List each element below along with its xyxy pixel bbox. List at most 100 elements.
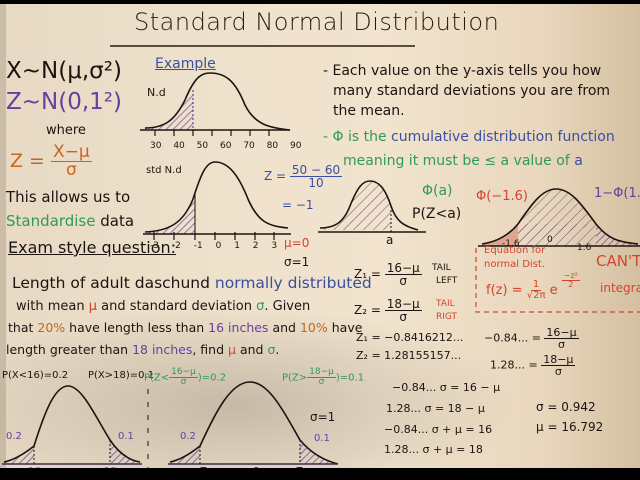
nd-ticks: 30 40 50 60 70 80 90 xyxy=(150,142,301,151)
note2-a: a xyxy=(574,153,583,169)
tick-18: 18 xyxy=(104,467,117,469)
tick-16: 16 xyxy=(28,467,41,469)
eq2: 1.28... = 18−μ σ xyxy=(490,353,576,377)
p-x-greater-18: P(X>18)=0.1 xyxy=(88,370,155,381)
pz-greater-open: P(Z> xyxy=(282,372,308,384)
working-line-b: 1.28... σ = 18 − μ xyxy=(386,402,485,415)
z1-lhs: Z₁ = xyxy=(354,267,381,281)
note1-line3: the mean. xyxy=(333,103,405,119)
question-line3: that 20% have length less than 16 inches… xyxy=(8,320,363,335)
p-z-less-a: P(Z<a) xyxy=(412,206,462,222)
pdf-num: 1 xyxy=(530,279,542,291)
x-distribution: X~N(μ,σ²) xyxy=(6,58,122,84)
left-tail2-0-2: 0.2 xyxy=(180,431,196,442)
tick-zero: 0 xyxy=(547,235,553,245)
eq2-lhs: 1.28... = xyxy=(490,358,538,372)
a-tick: a xyxy=(386,233,394,247)
q3-d: have xyxy=(331,320,363,335)
q4-sigma: σ xyxy=(267,342,276,357)
std-nd-label: std N.d xyxy=(146,165,182,176)
sigma-equals-one: σ=1 xyxy=(310,410,336,424)
p-z-greater-expr: P(Z> 18−μ σ )=0.1 xyxy=(282,368,364,387)
std-ticks: -3 -2 -1 0 1 2 3 xyxy=(150,242,277,251)
tail-curve xyxy=(478,188,640,247)
tick-1: 1 xyxy=(234,241,240,251)
tick-neg3: -3 xyxy=(150,241,159,251)
tick-z0: 0 xyxy=(253,467,259,469)
pz-less-den: σ xyxy=(180,377,187,387)
q1-b: normally distributed xyxy=(214,274,372,292)
equation-line2: normal Dist. xyxy=(484,259,546,270)
eq1: −0.84... = 16−μ σ xyxy=(484,327,579,350)
where-label: where xyxy=(46,123,86,138)
note2-line1: - Φ is the cumulative distribution funct… xyxy=(323,130,615,144)
q3-pct: 20% xyxy=(37,320,66,335)
tail-right-2: RIGT xyxy=(436,312,458,322)
z-formula-den: σ xyxy=(66,160,77,180)
whiteboard: Standard Normal Distribution X~N(μ,σ²) Z… xyxy=(0,4,640,468)
divider-dashed xyxy=(147,389,149,468)
pz-less-num: 16−μ xyxy=(169,367,198,378)
question-line1: Length of adult daschund normally distri… xyxy=(12,274,372,292)
z-formula-num: X−μ xyxy=(51,142,92,162)
tick-3: 3 xyxy=(271,241,278,251)
phi-neg-1-6: Φ(−1.6) xyxy=(476,189,528,204)
q4-a: length greater than xyxy=(6,342,129,357)
equation-box-border xyxy=(475,248,640,313)
q4-c: and xyxy=(239,342,264,357)
board-edge xyxy=(0,4,6,468)
q3-pct2: 10% xyxy=(299,320,328,335)
question-line2: with mean μ and standard deviation σ. Gi… xyxy=(16,300,310,313)
tail-right-1: TAIL xyxy=(436,299,455,309)
tick-z1: Z₁ xyxy=(200,467,211,469)
std-ticks-lines xyxy=(153,232,275,240)
mu-result: μ = 16.792 xyxy=(536,420,604,434)
integrate-label: integrate xyxy=(600,281,640,295)
allows-text: This allows us to xyxy=(6,188,131,206)
pdf-e: e xyxy=(549,283,558,298)
example-heading: Example xyxy=(155,56,216,72)
z-calc-lhs: Z = xyxy=(264,169,287,183)
pz-greater-den: σ xyxy=(318,377,325,387)
tick-neg-1-6: -1.6 xyxy=(502,239,520,249)
working-line-a: −0.84... σ = 16 − μ xyxy=(392,381,501,394)
pz-greater-num: 18−μ xyxy=(307,367,336,378)
normal-pdf: f(z) = 1 √2π e −z² 2 xyxy=(486,272,580,301)
eq1-lhs: −0.84... = xyxy=(484,331,541,345)
eq2-num: 18−μ xyxy=(541,353,576,366)
q2-b: and standard deviation xyxy=(101,299,252,314)
z-tail-curve xyxy=(168,381,339,465)
z2-lhs: Z₂ = xyxy=(354,303,381,317)
pz-less-val: )=0.2 xyxy=(197,372,227,384)
std-nd-curve xyxy=(143,161,291,235)
note2-line2: meaning it must be ≤ a value of a xyxy=(343,154,583,168)
one-minus-phi: 1−Φ(1.6) xyxy=(594,186,640,201)
q3-16: 16 inches xyxy=(208,320,269,335)
tail-left-2: LEFT xyxy=(436,276,458,286)
q2-c: . Given xyxy=(264,299,311,314)
q2-a: with mean xyxy=(16,299,85,314)
note1-line2: many standard deviations you are from xyxy=(333,83,611,99)
z2-den: σ xyxy=(399,310,408,324)
z-calc-den: 10 xyxy=(308,176,324,190)
note2-cdf: cumulative distribution function xyxy=(391,129,615,145)
exam-heading: Exam style question: xyxy=(8,238,177,257)
cant-label: CAN'T xyxy=(596,252,640,270)
z-formula-lhs: Z = xyxy=(10,150,45,172)
p-z-less-expr: P(Z< 16−μ σ )=0.2 xyxy=(144,368,226,387)
tick-80: 80 xyxy=(266,141,279,151)
note1-line1: - Each value on the y-axis tells you how xyxy=(323,63,602,79)
pz-less-open: P(Z< xyxy=(144,372,170,384)
z-calc-num: 50 − 60 xyxy=(289,163,343,177)
question-line4: length greater than 18 inches, find μ an… xyxy=(6,342,279,357)
z-distribution: Z~N(0,1²) xyxy=(6,89,122,115)
right-tail2-0-1: 0.1 xyxy=(314,433,330,444)
pdf-den: √2π xyxy=(526,290,546,301)
z-calc-result: = −1 xyxy=(282,198,314,212)
q4-b: , find xyxy=(192,342,225,357)
left-tail-0-2: 0.2 xyxy=(6,431,22,442)
tick-neg2: -2 xyxy=(171,241,181,251)
z-calc: Z = 50 − 60 10 xyxy=(264,163,343,190)
pz-greater-val: )=0.1 xyxy=(335,372,365,384)
tick-z2: Z₂ xyxy=(296,467,307,469)
